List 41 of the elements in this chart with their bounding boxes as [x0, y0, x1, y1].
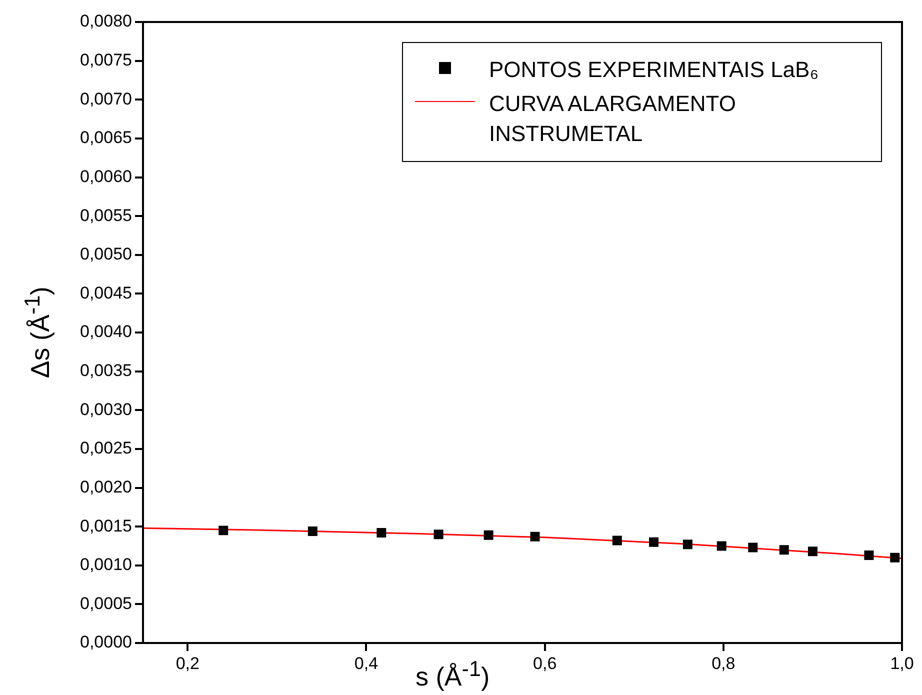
point — [649, 537, 659, 547]
point — [376, 528, 386, 538]
point — [308, 526, 318, 536]
point — [716, 541, 726, 551]
y-tick-label: 0,0080 — [80, 12, 132, 31]
y-tick-label: 0,0030 — [80, 400, 132, 419]
point — [890, 552, 900, 562]
y-tick-label: 0,0010 — [80, 555, 132, 574]
y-tick-label: 0,0040 — [80, 322, 132, 342]
x-tick-label: 1,0 — [890, 654, 914, 673]
x-tick-label: 0,6 — [533, 654, 557, 673]
point — [434, 530, 444, 540]
point — [779, 545, 789, 555]
y-tick-label: 0,0045 — [80, 283, 132, 302]
point — [682, 540, 692, 550]
y-tick-label: 0,0015 — [80, 516, 132, 536]
point — [530, 532, 540, 542]
point — [808, 546, 818, 556]
y-tick-label: 0,0050 — [80, 244, 132, 264]
line-series — [143, 527, 902, 560]
point — [748, 542, 758, 552]
y-tick-label: 0,0060 — [80, 166, 132, 186]
y-tick-label: 0,0055 — [80, 206, 132, 225]
legend-label: CURVA ALARGAMENTO INSTRUMETAL — [489, 90, 737, 148]
x-tick-label: 0,2 — [176, 654, 200, 673]
y-tick-label: 0,0070 — [80, 89, 132, 108]
x-tick-label: 0,4 — [354, 654, 378, 673]
y-tick-label: 0,0000 — [80, 632, 132, 652]
y-tick-label: 0,0005 — [80, 594, 132, 613]
point — [218, 526, 228, 536]
y-tick-label: 0,0020 — [80, 477, 132, 496]
y-tick-label: 0,0075 — [80, 50, 132, 70]
x-tick-label: 0,8 — [712, 654, 736, 673]
point — [864, 550, 874, 560]
y-tick-label: 0,0035 — [80, 361, 132, 380]
y-tick-label: 0,0025 — [80, 438, 132, 458]
x-axis-title: s (Å$^{-1}$) — [416, 656, 490, 693]
point — [612, 536, 622, 546]
legend-label: PONTOS EXPERIMENTAIS LaB₆ — [489, 56, 820, 84]
point — [484, 530, 494, 540]
y-tick-label: 0,0065 — [80, 128, 132, 148]
